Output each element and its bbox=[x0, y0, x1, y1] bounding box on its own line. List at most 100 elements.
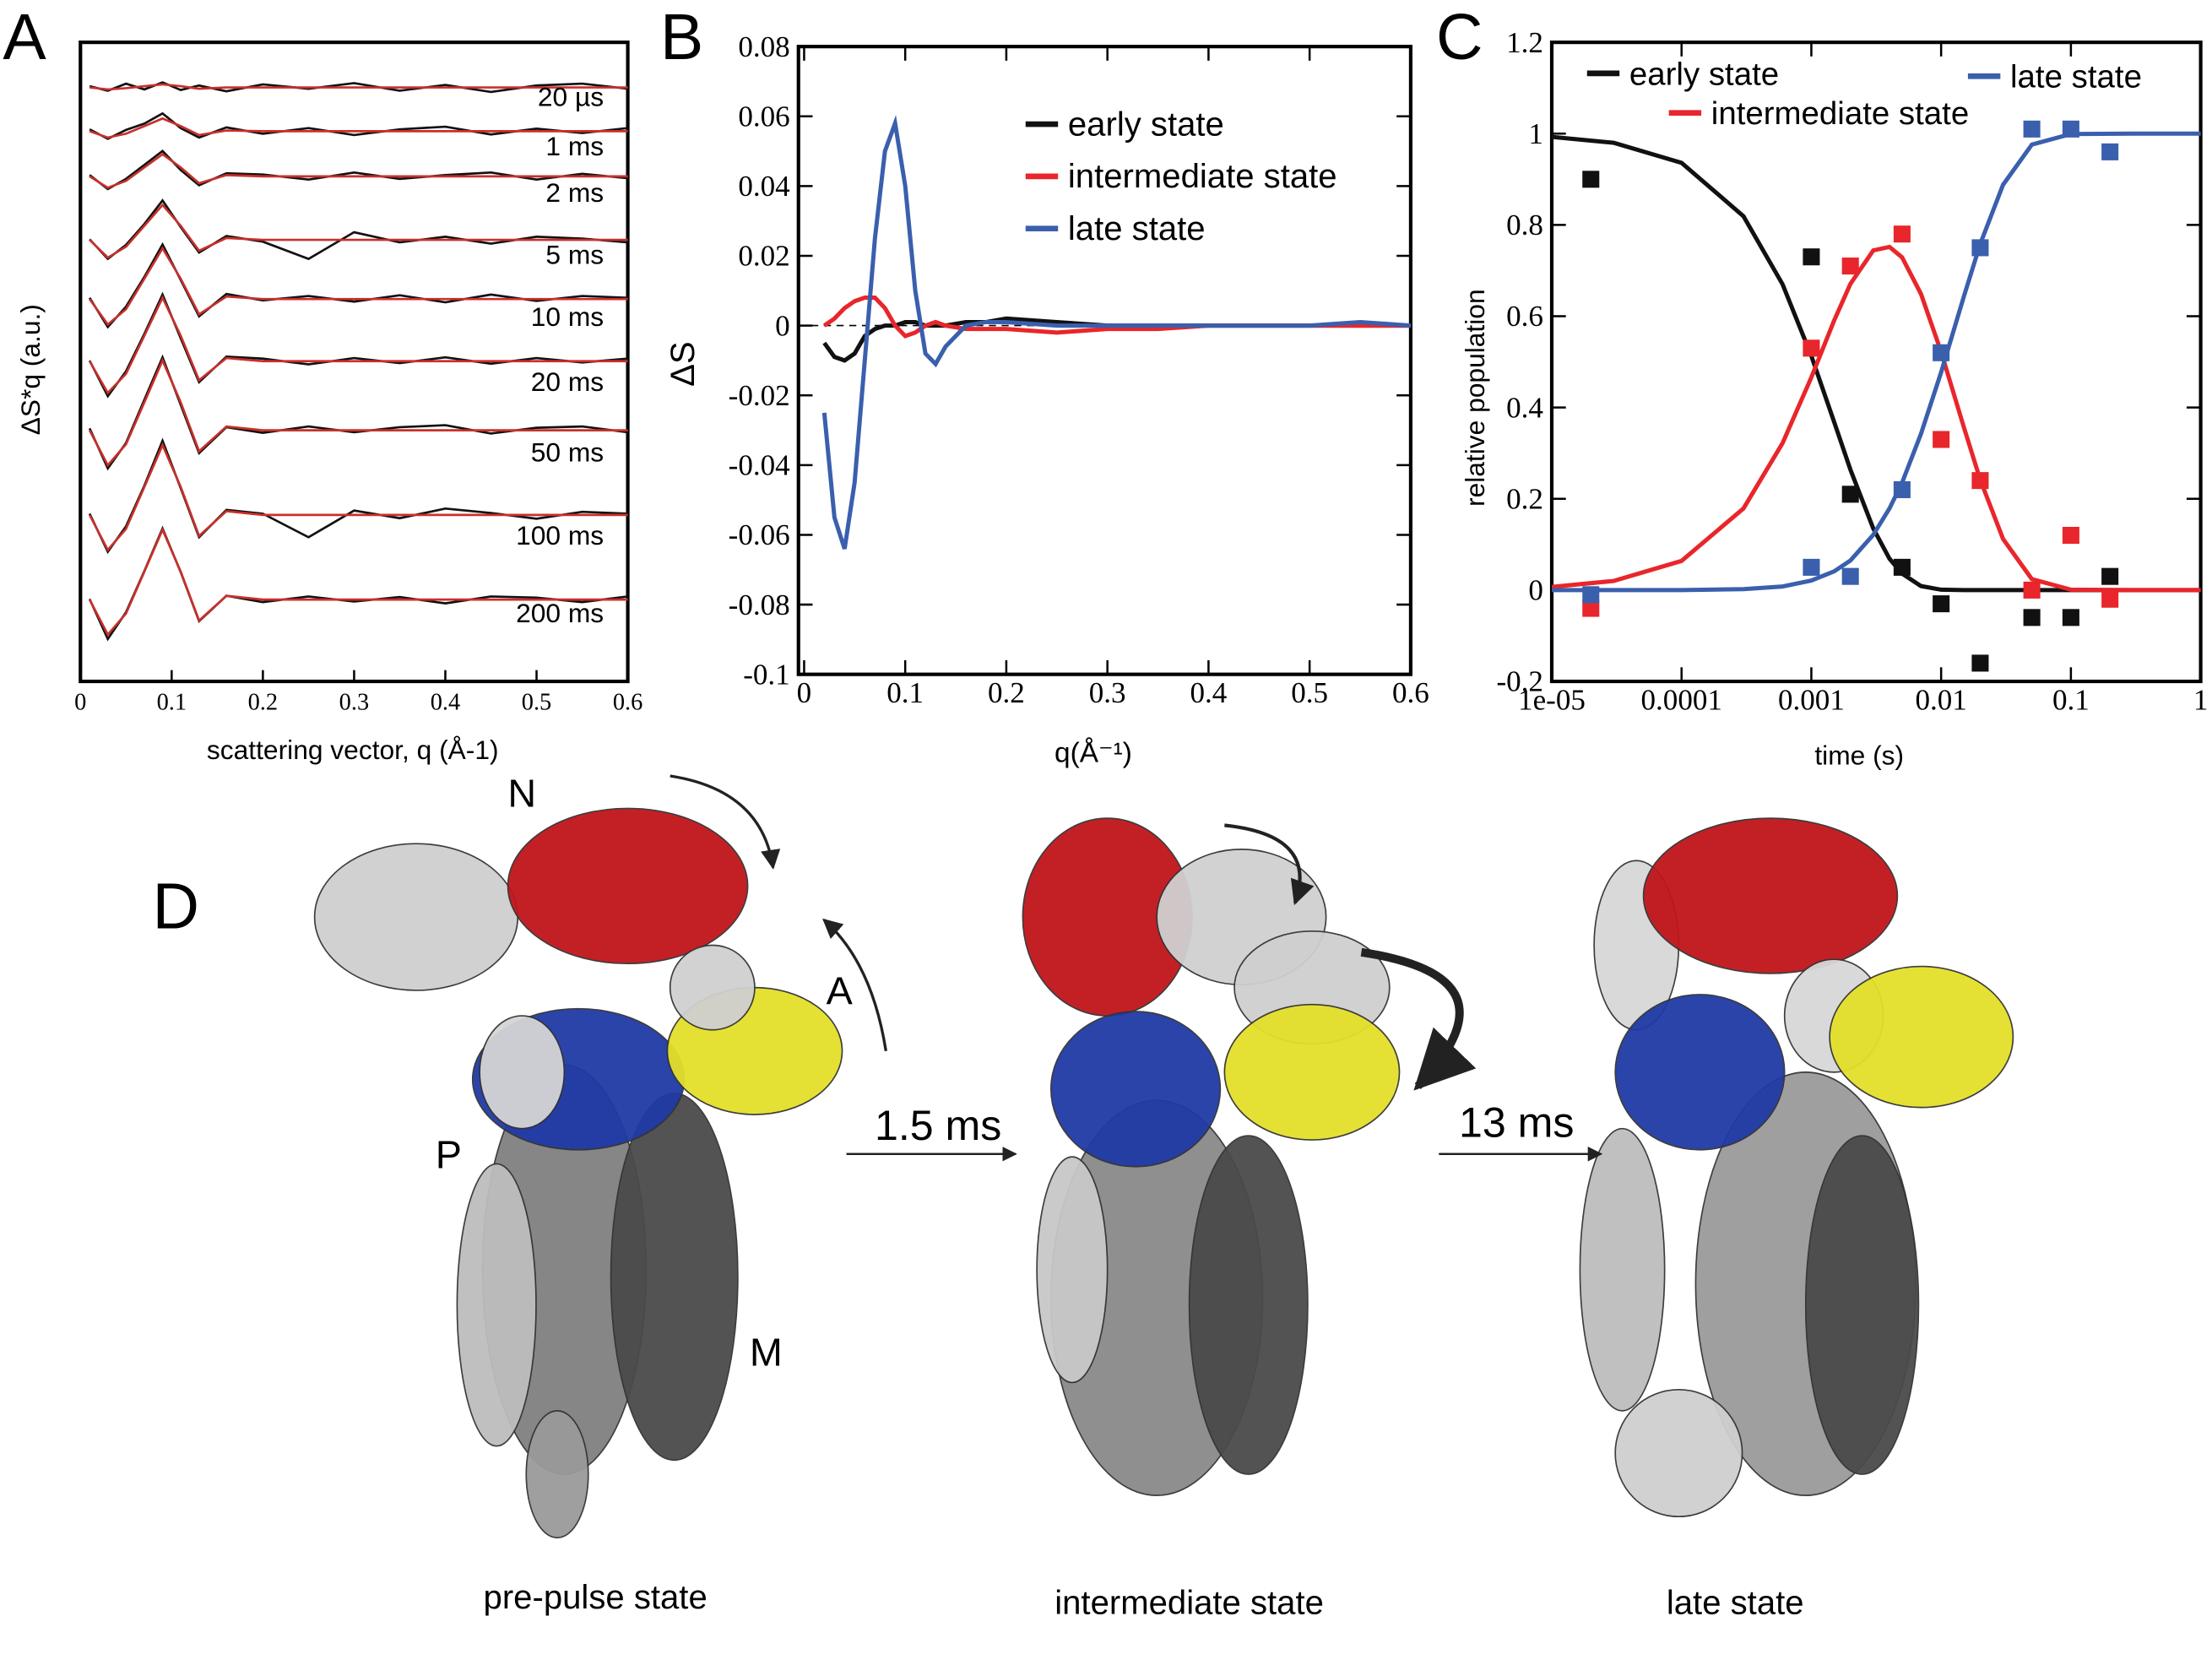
data-point bbox=[2062, 120, 2079, 138]
data-point bbox=[2101, 590, 2119, 608]
y-tick-label: 0.06 bbox=[738, 100, 789, 133]
arrow bbox=[1224, 823, 1315, 906]
x-tick-label: 0.1 bbox=[886, 676, 924, 709]
transition-time: 1.5 ms bbox=[875, 1102, 1001, 1149]
y-tick-label: -0.1 bbox=[743, 658, 790, 691]
y-tick-label: 0.8 bbox=[1506, 209, 1543, 241]
protein-domain bbox=[456, 1163, 537, 1447]
trace-label: 100 ms bbox=[516, 520, 604, 551]
x-tick-label: 0.6 bbox=[1392, 676, 1429, 709]
data-point bbox=[1971, 654, 1989, 672]
data-point bbox=[2023, 120, 2041, 138]
arrow bbox=[1360, 947, 1477, 1091]
domain-label: A bbox=[827, 969, 854, 1013]
y-axis-label: relative population bbox=[1460, 289, 1490, 507]
panel-letter: B bbox=[660, 1, 703, 73]
fit-trace bbox=[88, 527, 628, 637]
data-point bbox=[2101, 567, 2119, 585]
data-point bbox=[1971, 472, 1989, 490]
domain-label: M bbox=[750, 1330, 783, 1374]
layer: 0 0.1 0.2 0.3 0.4 0.5 0.6 20 µs 1 ms 2 ms 5 ms 10 m… bbox=[3, 1, 2208, 1621]
x-tick-label: 0.2 bbox=[988, 676, 1025, 709]
protein-domain bbox=[1036, 1156, 1109, 1384]
data-point bbox=[2101, 143, 2119, 160]
data-point bbox=[2062, 609, 2079, 626]
trace-label: 10 ms bbox=[531, 301, 604, 332]
plot-frame bbox=[796, 45, 1412, 676]
x-tick-label: 0.4 bbox=[1190, 676, 1227, 709]
data-point bbox=[1893, 225, 1911, 243]
data-point bbox=[2023, 581, 2041, 599]
trace-label: 20 ms bbox=[531, 366, 604, 397]
x-tick-label: 0.1 bbox=[2052, 683, 2090, 716]
plot-frame bbox=[1549, 41, 2203, 684]
x-tick-label: 1 bbox=[2193, 683, 2209, 716]
fit-trace bbox=[89, 117, 628, 139]
data-trace bbox=[89, 198, 628, 261]
fit-trace bbox=[89, 246, 628, 327]
trace-label: 20 µs bbox=[538, 81, 604, 111]
y-tick-label: -0.08 bbox=[729, 588, 790, 621]
data-trace bbox=[89, 149, 628, 191]
protein-domain bbox=[525, 1410, 589, 1539]
x-tick-label: 0 bbox=[74, 689, 86, 715]
trace-label: 50 ms bbox=[531, 437, 604, 467]
data-point bbox=[1803, 248, 1820, 266]
data-point bbox=[1803, 339, 1820, 357]
x-axis-label: time (s) bbox=[1814, 740, 1904, 771]
data-point bbox=[1803, 558, 1820, 576]
domain-label: N bbox=[507, 772, 536, 816]
legend-label: early state bbox=[1068, 106, 1224, 143]
protein-domain bbox=[1829, 965, 2014, 1109]
protein-domain bbox=[669, 944, 756, 1031]
data-point bbox=[1582, 599, 1600, 617]
legend-label: intermediate state bbox=[1711, 95, 1969, 132]
fit-trace bbox=[88, 357, 628, 468]
panel-letter: C bbox=[1436, 1, 1483, 73]
protein-domain bbox=[1804, 1135, 1920, 1475]
panel-letter: A bbox=[3, 1, 46, 73]
x-tick-label: 0.0001 bbox=[1640, 683, 1721, 716]
y-tick-label: 1.2 bbox=[1506, 26, 1543, 59]
legend-label: late state bbox=[2010, 59, 2142, 95]
data-point bbox=[1933, 344, 1950, 361]
protein-domain bbox=[610, 1093, 739, 1462]
data-point bbox=[1582, 171, 1600, 188]
trace-label: 200 ms bbox=[516, 598, 604, 628]
series-line bbox=[822, 296, 1411, 339]
panel-letter: D bbox=[152, 870, 199, 942]
y-tick-label: 0.6 bbox=[1506, 300, 1543, 333]
state-caption: intermediate state bbox=[1054, 1584, 1324, 1621]
y-tick-label: 1 bbox=[1528, 117, 1543, 150]
y-tick-label: 0.04 bbox=[738, 170, 789, 203]
state-caption: late state bbox=[1667, 1584, 1804, 1621]
y-tick-label: 0.2 bbox=[1506, 482, 1543, 515]
y-tick-label: 0.08 bbox=[738, 30, 789, 63]
y-tick-label: -0.06 bbox=[729, 518, 790, 551]
x-tick-label: 1e-05 bbox=[1518, 683, 1586, 716]
x-axis-label: scattering vector, q (Å-1) bbox=[207, 735, 499, 765]
x-tick-label: 0 bbox=[797, 676, 812, 709]
y-tick-label: -0.2 bbox=[1496, 665, 1543, 698]
data-point bbox=[1893, 558, 1911, 576]
fit-trace bbox=[88, 442, 628, 552]
y-tick-label: -0.02 bbox=[729, 379, 790, 412]
protein-domain bbox=[1614, 994, 1786, 1151]
y-tick-label: -0.04 bbox=[729, 449, 790, 482]
y-axis-label: ΔS bbox=[664, 341, 702, 387]
fit-curve bbox=[1551, 131, 2201, 593]
protein-domain bbox=[313, 843, 519, 991]
protein-domain bbox=[1579, 1127, 1666, 1412]
legend-label: intermediate state bbox=[1068, 158, 1337, 195]
fit-trace bbox=[89, 203, 628, 259]
data-trace bbox=[89, 111, 628, 140]
legend-label: late state bbox=[1068, 210, 1206, 247]
series-line bbox=[821, 115, 1412, 550]
x-tick-label: 0.01 bbox=[1915, 683, 1966, 716]
fit-curve bbox=[1551, 244, 2201, 593]
y-tick-label: 0 bbox=[1528, 574, 1543, 607]
trace-label: 2 ms bbox=[545, 177, 604, 208]
transition-time: 13 ms bbox=[1459, 1099, 1574, 1147]
data-point bbox=[1841, 567, 1859, 585]
